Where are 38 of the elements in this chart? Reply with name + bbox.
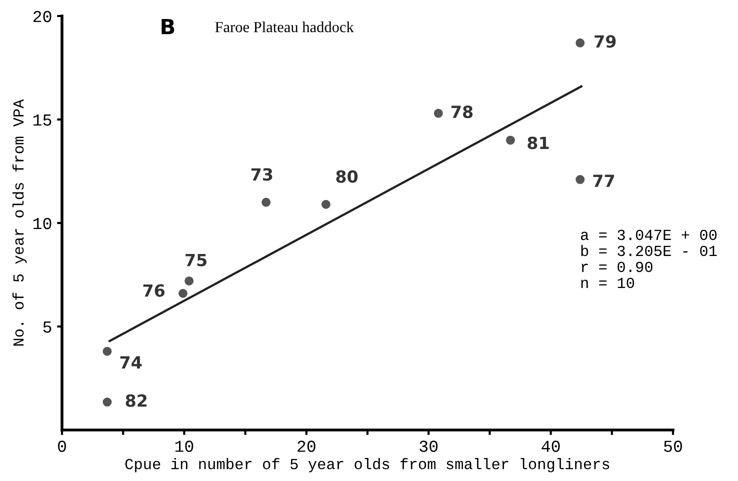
- x-tick-label: 30: [420, 440, 438, 452]
- annotation: b = 3.205E - 01: [581, 244, 717, 256]
- y-tick-label: 10: [33, 218, 52, 230]
- y-tick-label: 5: [43, 322, 52, 333]
- annotation: 74: [120, 356, 142, 368]
- point: [321, 200, 330, 209]
- annotation: 80: [336, 170, 358, 183]
- annotation: n = 10: [581, 278, 634, 288]
- annotation: 82: [126, 394, 147, 407]
- chart-title: Faroe Plateau haddock: [215, 21, 354, 32]
- annotation: r = 0.90: [582, 262, 652, 272]
- y-tick-label: 15: [33, 114, 52, 126]
- annotation: 73: [251, 168, 272, 181]
- point: [102, 398, 112, 407]
- point: [576, 38, 585, 48]
- point: [434, 108, 443, 118]
- annotation: 78: [452, 106, 473, 118]
- x-axis-title: Cpue in number of 5 year olds from smaller longliners: [125, 458, 610, 472]
- point: [262, 198, 271, 207]
- annotation: 81: [528, 136, 549, 150]
- annotation: 76: [143, 284, 165, 297]
- annotation: a = 3.047E + 00: [580, 230, 717, 240]
- annotation: 75: [186, 254, 206, 266]
- point: [506, 136, 515, 145]
- point: [102, 346, 112, 356]
- x-tick-label: 50: [664, 440, 682, 452]
- point: [178, 288, 188, 298]
- annotation: B: [162, 18, 174, 34]
- y-axis-title: No. of 5 year olds from VPA: [12, 99, 27, 346]
- x-tick-label: 40: [542, 440, 560, 452]
- y-tick-label: 20: [33, 10, 52, 22]
- x-tick-label: 20: [298, 440, 316, 452]
- point: [576, 175, 585, 184]
- annotation: 77: [593, 174, 614, 187]
- annotation: 79: [594, 35, 616, 48]
- point: [184, 276, 194, 286]
- x-tick-label: 0: [58, 440, 66, 452]
- x-tick-label: 10: [175, 440, 194, 452]
